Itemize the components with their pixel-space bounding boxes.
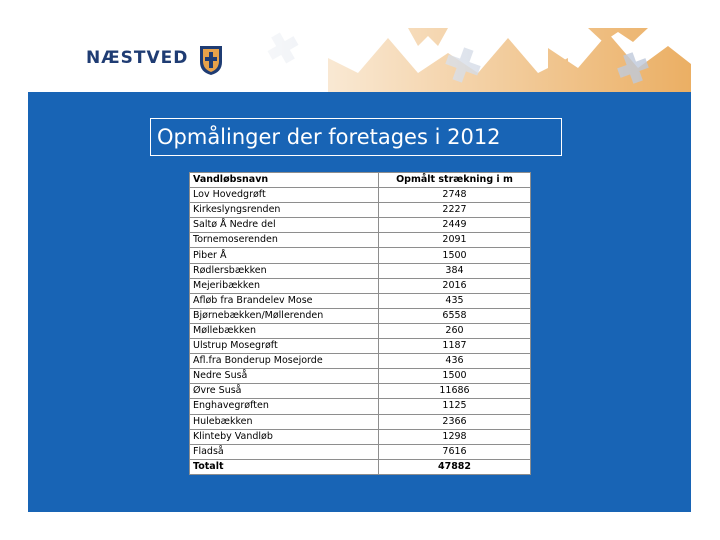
stream-name: Afl.fra Bonderup Mosejorde bbox=[189, 353, 379, 370]
table-row: Rødlersbækken 384 bbox=[189, 262, 531, 279]
page-title: Opmålinger der foretages i 2012 bbox=[157, 125, 501, 149]
table-row: Mejeribækken 2016 bbox=[189, 277, 531, 294]
table-row: Kirkeslyngsrenden 2227 bbox=[189, 202, 531, 219]
stream-name: Saltø Å Nedre del bbox=[189, 217, 379, 234]
stream-length: 1500 bbox=[378, 247, 531, 264]
stream-length: 2227 bbox=[378, 202, 531, 219]
stream-name: Øvre Suså bbox=[189, 383, 379, 400]
stream-name: Tornemoserenden bbox=[189, 232, 379, 249]
stream-name: Enghavegrøften bbox=[189, 398, 379, 415]
table-row: Lov Hovedgrøft 2748 bbox=[189, 187, 531, 204]
title-box: Opmålinger der foretages i 2012 bbox=[150, 118, 562, 156]
table-row: Afl.fra Bonderup Mosejorde 436 bbox=[189, 353, 531, 370]
stream-length: 384 bbox=[378, 262, 531, 279]
table-row: Øvre Suså 11686 bbox=[189, 383, 531, 400]
stream-length: 2748 bbox=[378, 187, 531, 204]
stream-name: Lov Hovedgrøft bbox=[189, 187, 379, 204]
stream-length: 2016 bbox=[378, 277, 531, 294]
table-row: Saltø Å Nedre del 2449 bbox=[189, 217, 531, 234]
stream-name: Fladså bbox=[189, 443, 379, 460]
logo-text: NÆSTVED bbox=[86, 48, 189, 68]
stream-length: 7616 bbox=[378, 443, 531, 460]
stream-length: 1187 bbox=[378, 338, 531, 355]
stream-length: 1298 bbox=[378, 428, 531, 445]
table-row: Tornemoserenden 2091 bbox=[189, 232, 531, 249]
table-total-row: Totalt 47882 bbox=[189, 458, 531, 475]
table-row: Enghavegrøften 1125 bbox=[189, 398, 531, 415]
stream-length: 435 bbox=[378, 292, 531, 309]
decorative-crown-pattern bbox=[28, 28, 691, 92]
stream-length: 6558 bbox=[378, 307, 531, 324]
table-row: Fladså 7616 bbox=[189, 443, 531, 460]
stream-name: Kirkeslyngsrenden bbox=[189, 202, 379, 219]
stream-name: Hulebækken bbox=[189, 413, 379, 430]
table-row: Piber Å 1500 bbox=[189, 247, 531, 264]
table-row: Klinteby Vandløb 1298 bbox=[189, 428, 531, 445]
coat-of-arms-icon bbox=[200, 46, 222, 75]
slide-content: Opmålinger der foretages i 2012 Vandløbs… bbox=[28, 92, 691, 512]
column-header-length: Opmålt strækning i m bbox=[378, 171, 531, 189]
stream-name: Piber Å bbox=[189, 247, 379, 264]
table-header-row: Vandløbsnavn Opmålt strækning i m bbox=[189, 171, 531, 189]
stream-length: 2449 bbox=[378, 217, 531, 234]
stream-name: Møllebækken bbox=[189, 322, 379, 340]
stream-name: Bjørnebækken/Møllerenden bbox=[189, 307, 379, 324]
table-row: Bjørnebækken/Møllerenden 6558 bbox=[189, 307, 531, 324]
total-value: 47882 bbox=[378, 458, 531, 475]
stream-length: 260 bbox=[378, 322, 531, 340]
measurement-table: Vandløbsnavn Opmålt strækning i m Lov Ho… bbox=[189, 171, 531, 475]
table-row: Hulebækken 2366 bbox=[189, 413, 531, 430]
stream-name: Ulstrup Mosegrøft bbox=[189, 338, 379, 355]
stream-name: Afløb fra Brandelev Mose bbox=[189, 292, 379, 309]
table-row: Afløb fra Brandelev Mose 435 bbox=[189, 292, 531, 309]
table-row: Nedre Suså 1500 bbox=[189, 368, 531, 385]
total-label: Totalt bbox=[189, 458, 379, 475]
header-banner: NÆSTVED bbox=[28, 28, 691, 92]
stream-name: Rødlersbækken bbox=[189, 262, 379, 279]
column-header-name: Vandløbsnavn bbox=[189, 171, 379, 189]
stream-length: 2091 bbox=[378, 232, 531, 249]
stream-length: 2366 bbox=[378, 413, 531, 430]
stream-length: 1125 bbox=[378, 398, 531, 415]
stream-length: 11686 bbox=[378, 383, 531, 400]
stream-length: 436 bbox=[378, 353, 531, 370]
stream-length: 1500 bbox=[378, 368, 531, 385]
table-row: Ulstrup Mosegrøft 1187 bbox=[189, 338, 531, 355]
stream-name: Mejeribækken bbox=[189, 277, 379, 294]
stream-name: Nedre Suså bbox=[189, 368, 379, 385]
table-row: Møllebækken 260 bbox=[189, 322, 531, 340]
stream-name: Klinteby Vandløb bbox=[189, 428, 379, 445]
